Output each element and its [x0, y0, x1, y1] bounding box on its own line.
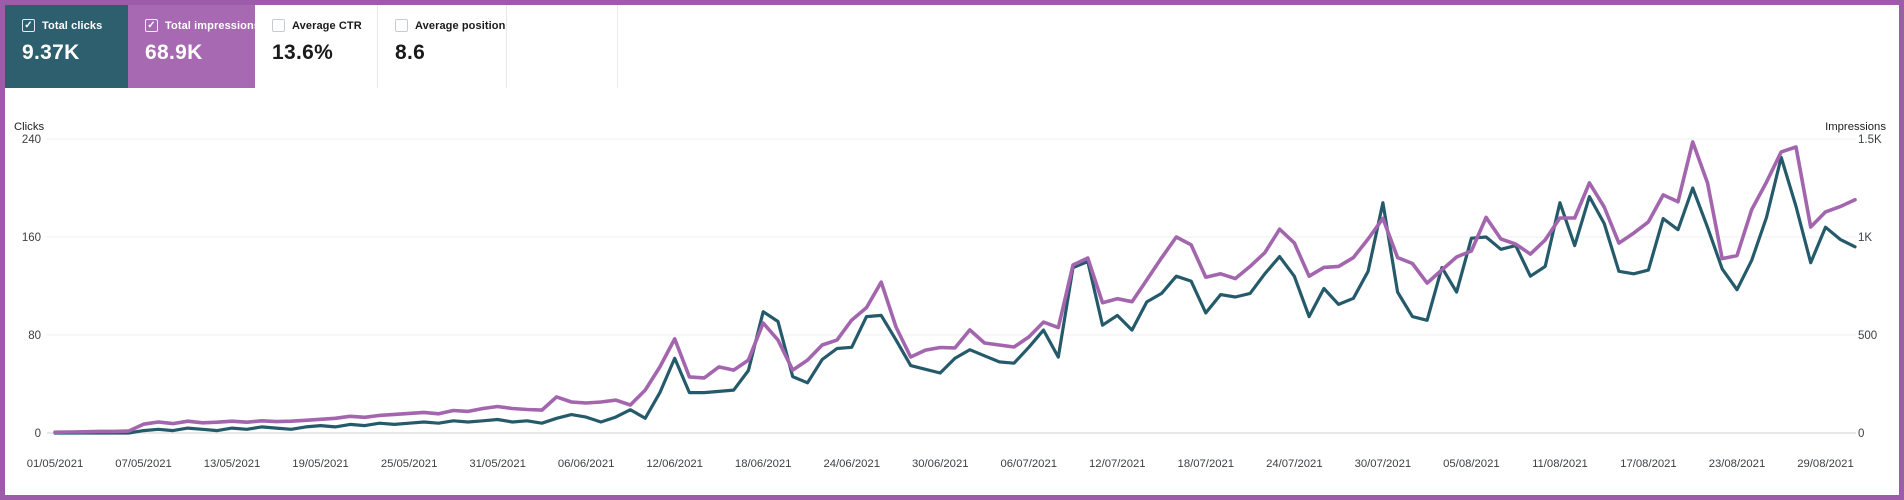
- x-axis-date-tick: 23/08/2021: [1709, 458, 1766, 470]
- checkbox-checked-icon[interactable]: [145, 19, 158, 32]
- x-axis-date-tick: 18/07/2021: [1178, 458, 1235, 470]
- scorecard-spacer: [507, 5, 617, 88]
- total-clicks-card[interactable]: Total clicks 9.37K: [5, 5, 128, 88]
- x-axis-date-tick: 01/05/2021: [27, 458, 84, 470]
- right-axis-tick: 1K: [1858, 232, 1872, 244]
- average-position-card[interactable]: Average position 8.6: [378, 5, 507, 88]
- total-clicks-label: Total clicks: [42, 19, 103, 32]
- right-axis-tick: 0: [1858, 428, 1864, 440]
- total-clicks-value: 9.37K: [22, 41, 80, 64]
- average-ctr-label: Average CTR: [292, 19, 362, 32]
- left-axis-tick: 80: [28, 330, 41, 342]
- impressions-line-series: [53, 140, 1857, 435]
- x-axis-date-tick: 11/08/2021: [1532, 458, 1588, 470]
- x-axis-date-tick: 25/05/2021: [381, 458, 438, 470]
- x-axis-date-tick: 18/06/2021: [735, 458, 792, 470]
- left-axis-tick: 0: [35, 428, 41, 440]
- x-axis-date-tick: 24/07/2021: [1266, 458, 1323, 470]
- right-axis-title: Impressions: [1825, 121, 1886, 133]
- left-axis-title: Clicks: [14, 121, 44, 133]
- average-position-value: 8.6: [395, 41, 426, 64]
- x-axis-date-tick: 07/05/2021: [115, 458, 172, 470]
- x-axis-date-tick: 24/06/2021: [823, 458, 880, 470]
- checkbox-unchecked-icon[interactable]: [395, 19, 408, 32]
- x-axis-date-tick: 13/05/2021: [204, 458, 261, 470]
- x-axis-date-tick: 12/06/2021: [646, 458, 703, 470]
- x-axis-date-tick: 06/07/2021: [1000, 458, 1057, 470]
- average-ctr-value: 13.6%: [272, 41, 334, 64]
- x-axis-date-tick: 05/08/2021: [1443, 458, 1500, 470]
- clicks-line-series: [53, 155, 1857, 435]
- total-impressions-card[interactable]: Total impressions 68.9K: [128, 5, 260, 88]
- x-axis-date-tick: 17/08/2021: [1620, 458, 1677, 470]
- x-axis-date-tick: 30/06/2021: [912, 458, 969, 470]
- left-axis-tick: 160: [22, 232, 41, 244]
- average-position-label: Average position: [415, 19, 506, 32]
- total-impressions-label: Total impressions: [165, 19, 261, 32]
- x-axis-date-tick: 12/07/2021: [1089, 458, 1146, 470]
- x-axis-date-tick: 31/05/2021: [469, 458, 526, 470]
- clicks-impressions-line-chart[interactable]: 0 80 160 240 0 500 1K 1.5K Clicks Impressions 01/0…: [5, 5, 1899, 495]
- total-impressions-value: 68.9K: [145, 41, 203, 64]
- checkbox-checked-icon[interactable]: [22, 19, 35, 32]
- x-axis-date-tick: 30/07/2021: [1355, 458, 1412, 470]
- left-axis-tick: 240: [22, 134, 41, 146]
- x-axis-date-tick: 19/05/2021: [292, 458, 349, 470]
- average-ctr-card[interactable]: Average CTR 13.6%: [255, 5, 378, 88]
- x-axis-date-tick: 29/08/2021: [1797, 458, 1854, 470]
- checkbox-unchecked-icon[interactable]: [272, 19, 285, 32]
- metric-scorecards: Total clicks 9.37K Total impressions 68.…: [5, 5, 618, 88]
- right-axis-tick: 1.5K: [1858, 134, 1882, 146]
- right-axis-tick: 500: [1858, 330, 1877, 342]
- x-axis-date-tick: 06/06/2021: [558, 458, 615, 470]
